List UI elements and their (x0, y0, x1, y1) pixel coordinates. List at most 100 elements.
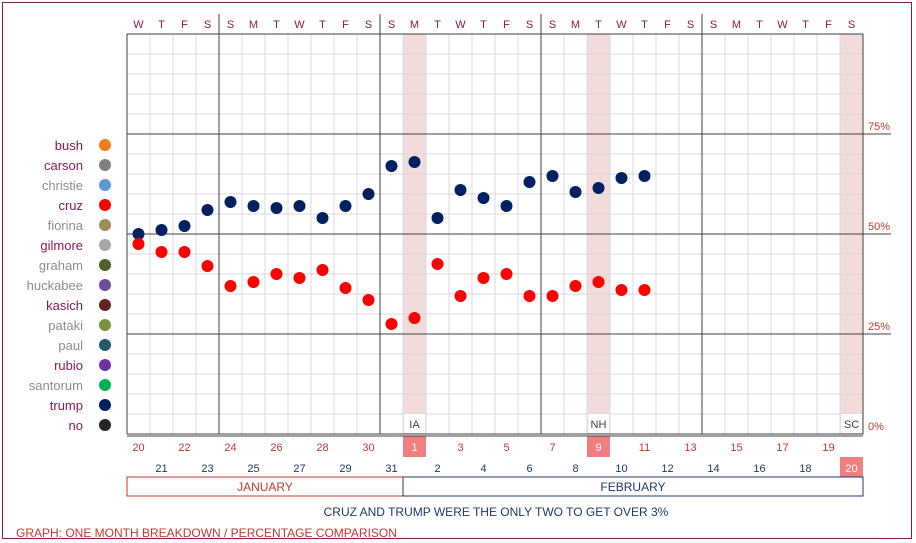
legend-marker-graham (99, 259, 111, 271)
weekday-label: W (455, 19, 466, 31)
y-tick-label: 0% (868, 421, 884, 433)
date-label: 15 (730, 442, 742, 454)
date-label: 29 (339, 463, 351, 475)
date-label: 19 (822, 442, 834, 454)
cruz-point (293, 272, 306, 284)
weekday-label: F (503, 19, 510, 31)
event-label-bg (588, 414, 609, 433)
weekday-label: S (388, 19, 395, 31)
weekday-label: M (249, 19, 258, 31)
trump-point (477, 192, 490, 204)
trump-point (201, 204, 214, 216)
cruz-point (270, 268, 283, 280)
legend-label-paul: paul (58, 338, 83, 353)
date-label: 22 (178, 442, 190, 454)
weekday-label: S (687, 19, 694, 31)
trump-point (270, 202, 283, 214)
cruz-point (316, 264, 329, 276)
weekday-label: S (549, 19, 556, 31)
cruz-point (500, 268, 513, 280)
weekday-label: T (480, 19, 487, 31)
event-date-highlight (587, 436, 610, 457)
date-label: 2 (434, 463, 440, 475)
cruz-point (132, 238, 145, 250)
weekday-label: S (526, 19, 533, 31)
legend-label-fiorina: fiorina (48, 218, 84, 233)
trump-point (523, 176, 536, 188)
legend-marker-santorum (99, 379, 111, 391)
trump-point (638, 170, 651, 182)
legend-marker-cruz (99, 199, 111, 211)
legend-label-bush: bush (55, 138, 83, 153)
date-label: 21 (155, 463, 167, 475)
cruz-point (569, 280, 582, 292)
legend-label-santorum: santorum (29, 378, 83, 393)
trump-point (224, 196, 237, 208)
date-label: 5 (503, 442, 509, 454)
event-date-highlight (403, 436, 426, 457)
cruz-point (178, 246, 191, 258)
date-label: 20 (132, 442, 144, 454)
legend-marker-fiorina (99, 219, 111, 231)
weekday-label: T (273, 19, 280, 31)
weekday-label: T (595, 19, 602, 31)
trump-point (316, 212, 329, 224)
trump-point (454, 184, 467, 196)
weekday-label: S (848, 19, 855, 31)
date-label: 25 (247, 463, 259, 475)
cruz-point (615, 284, 628, 296)
date-label: 16 (753, 463, 765, 475)
legend-label-no: no (69, 418, 83, 433)
date-label: 9 (595, 442, 601, 454)
cruz-point (339, 282, 352, 294)
event-label-bg (841, 414, 862, 433)
legend-marker-pataki (99, 319, 111, 331)
cruz-point (592, 276, 605, 288)
weekday-label: F (181, 19, 188, 31)
weekday-label: M (571, 19, 580, 31)
trump-point (615, 172, 628, 184)
event-label-ia: IA (409, 419, 420, 431)
cruz-point (224, 280, 237, 292)
trump-point (155, 224, 168, 236)
y-tick-label: 25% (868, 321, 890, 333)
month-label: JANUARY (237, 480, 293, 494)
legend-label-cruz: cruz (58, 198, 83, 213)
weekday-label: W (616, 19, 627, 31)
date-label: 10 (615, 463, 627, 475)
month-label: FEBRUARY (600, 480, 665, 494)
cruz-point (362, 294, 375, 306)
event-label-nh: NH (591, 419, 607, 431)
legend-label-christie: christie (42, 178, 83, 193)
date-label: 24 (224, 442, 236, 454)
date-label: 17 (776, 442, 788, 454)
cruz-point (201, 260, 214, 272)
weekday-label: S (365, 19, 372, 31)
date-label: 14 (707, 463, 719, 475)
event-label-sc: SC (844, 419, 859, 431)
trump-point (500, 200, 513, 212)
event-label-bg (404, 414, 425, 433)
weekday-label: T (641, 19, 648, 31)
legend-marker-christie (99, 179, 111, 191)
weekday-label: W (133, 19, 144, 31)
chart-caption: CRUZ AND TRUMP WERE THE ONLY TWO TO GET … (324, 505, 669, 519)
weekday-label: S (204, 19, 211, 31)
footer-note: GRAPH: ONE MONTH BREAKDOWN / PERCENTAGE … (16, 526, 397, 540)
date-label: 4 (480, 463, 486, 475)
cruz-point (431, 258, 444, 270)
trump-point (592, 182, 605, 194)
legend-label-gilmore: gilmore (40, 238, 83, 253)
event-date-highlight (840, 457, 863, 478)
legend-label-pataki: pataki (48, 318, 83, 333)
weekday-label: T (158, 19, 165, 31)
date-label: 18 (799, 463, 811, 475)
legend-label-rubio: rubio (54, 358, 83, 373)
trump-point (132, 228, 145, 240)
weekday-label: F (342, 19, 349, 31)
trump-point (178, 220, 191, 232)
cruz-point (408, 312, 421, 324)
trump-point (431, 212, 444, 224)
month-box (402, 476, 864, 497)
